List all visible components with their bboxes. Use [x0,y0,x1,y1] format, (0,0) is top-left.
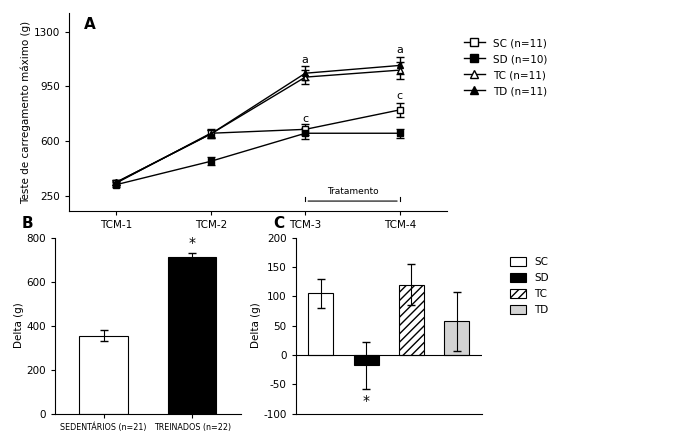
Text: c: c [302,73,308,83]
Text: Tratamento: Tratamento [327,187,378,196]
Text: B: B [21,216,33,231]
Text: c: c [397,91,403,100]
Bar [399,285,424,355]
Text: A: A [84,17,96,32]
Text: c: c [302,114,308,124]
Y-axis label: Delta (g): Delta (g) [14,303,23,348]
Text: a: a [302,55,309,66]
Legend: SC, SD, TC, TD: SC, SD, TC, TD [510,257,549,315]
Text: c: c [397,61,403,71]
Legend: SC (n=11), SD (n=10), TC (n=11), TD (n=11): SC (n=11), SD (n=10), TC (n=11), TD (n=1… [464,38,548,96]
Bar [168,257,217,414]
Y-axis label: Delta (g): Delta (g) [250,303,261,348]
Bar [308,293,333,355]
Text: *: * [363,394,369,407]
Bar [444,322,469,355]
Text: C: C [274,216,285,231]
Bar [79,335,128,414]
Bar [354,355,378,366]
Text: a: a [396,45,403,55]
Text: *: * [189,236,195,250]
Y-axis label: Teste de carregamento máximo (g): Teste de carregamento máximo (g) [20,21,31,204]
